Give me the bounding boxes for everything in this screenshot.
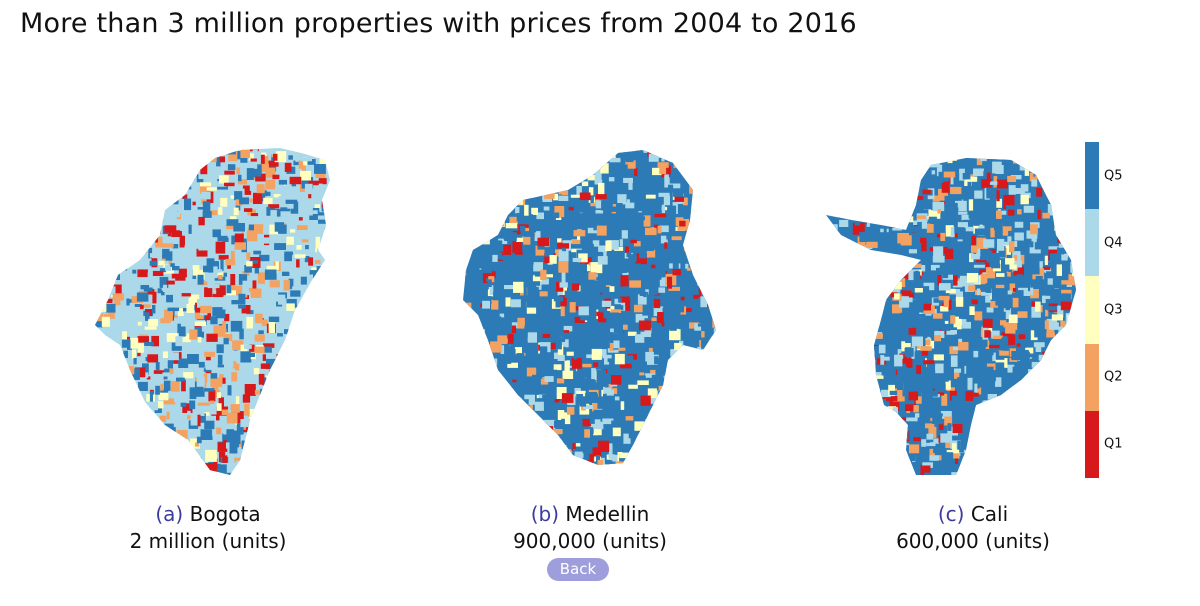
legend-swatch <box>1085 209 1099 277</box>
legend-item-q1: Q1 <box>1085 410 1175 478</box>
legend-label: Q4 <box>1104 235 1123 251</box>
quintile-legend: Q5 Q4 Q3 Q2 Q1 <box>1085 142 1175 478</box>
unit-count: 900,000 (units) <box>513 529 667 553</box>
caption-tag: (b) <box>530 502 560 526</box>
unit-count: 2 million (units) <box>129 529 287 553</box>
slide-title: More than 3 million properties with pric… <box>20 8 857 39</box>
legend-label: Q2 <box>1104 369 1123 385</box>
city-name: Cali <box>970 502 1009 526</box>
legend-label: Q3 <box>1104 302 1123 318</box>
city-name: Bogota <box>189 502 261 526</box>
legend-swatch <box>1085 142 1099 210</box>
legend-item-q4: Q4 <box>1085 209 1175 277</box>
legend-swatch <box>1085 276 1099 344</box>
legend-item-q2: Q2 <box>1085 343 1175 411</box>
legend-label: Q5 <box>1104 168 1123 184</box>
legend-swatch <box>1085 410 1099 478</box>
bogota-caption: (a) Bogota 2 million (units) <box>58 501 358 555</box>
medellin-map <box>458 145 728 475</box>
back-button[interactable]: Back <box>547 558 609 581</box>
bogota-map <box>90 140 350 480</box>
legend-label: Q1 <box>1104 436 1123 452</box>
cali-caption: (c) Cali 600,000 (units) <box>823 501 1123 555</box>
cali-map <box>826 150 1086 480</box>
unit-count: 600,000 (units) <box>896 529 1050 553</box>
caption-tag: (a) <box>155 502 184 526</box>
city-name: Medellin <box>565 502 650 526</box>
medellin-caption: (b) Medellin 900,000 (units) <box>440 501 740 555</box>
caption-tag: (c) <box>937 502 965 526</box>
legend-item-q5: Q5 <box>1085 142 1175 210</box>
legend-swatch <box>1085 343 1099 411</box>
legend-item-q3: Q3 <box>1085 276 1175 344</box>
